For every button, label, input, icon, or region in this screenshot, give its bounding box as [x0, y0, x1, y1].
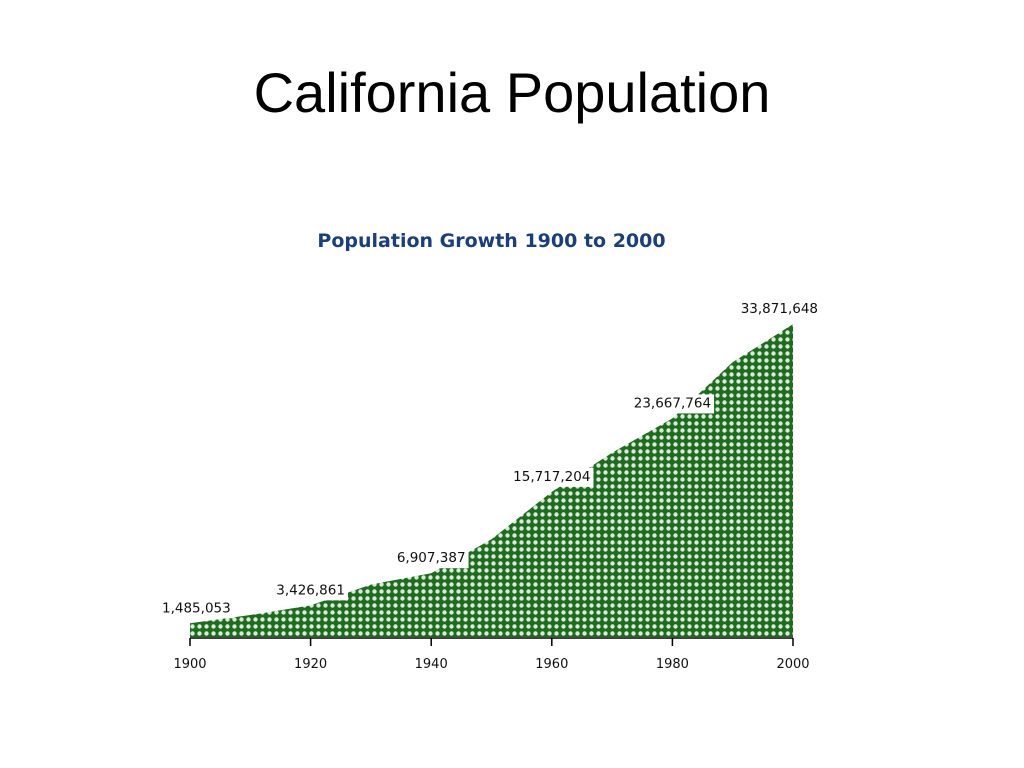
chart-title: Population Growth 1900 to 2000 [317, 230, 665, 252]
data-label-text-2000: 33,871,648 [741, 301, 818, 317]
population-area [190, 324, 793, 637]
x-tick-label-1920: 1920 [294, 657, 327, 672]
data-label-bg-1900 [159, 599, 234, 619]
data-label-2000: 33,871,648 [737, 300, 821, 320]
data-label-1900: 1,485,053 [159, 599, 234, 619]
data-label-bg-1960 [510, 467, 594, 487]
x-tick-label-1960: 1960 [535, 657, 568, 672]
data-label-1920: 3,426,861 [273, 581, 348, 601]
x-tick-label-1980: 1980 [656, 657, 689, 672]
data-label-1980: 23,667,764 [630, 394, 715, 414]
slide-title: California Population [253, 61, 771, 124]
data-label-bg-1940 [393, 549, 469, 569]
data-label-bg-1920 [273, 581, 348, 601]
data-label-text-1920: 3,426,861 [276, 582, 345, 598]
x-tick-label-1940: 1940 [415, 657, 448, 672]
data-label-text-1960: 15,717,204 [513, 469, 590, 485]
data-label-1960: 15,717,204 [510, 467, 594, 487]
x-tick-label-2000: 2000 [776, 657, 809, 672]
x-tick-label-1900: 1900 [173, 657, 206, 672]
data-label-bg-2000 [737, 300, 821, 320]
data-label-text-1980: 23,667,764 [634, 395, 711, 411]
data-label-bg-1980 [630, 394, 715, 414]
data-label-text-1900: 1,485,053 [162, 600, 231, 616]
data-label-1940: 6,907,387 [393, 549, 469, 569]
data-label-text-1940: 6,907,387 [397, 550, 466, 566]
